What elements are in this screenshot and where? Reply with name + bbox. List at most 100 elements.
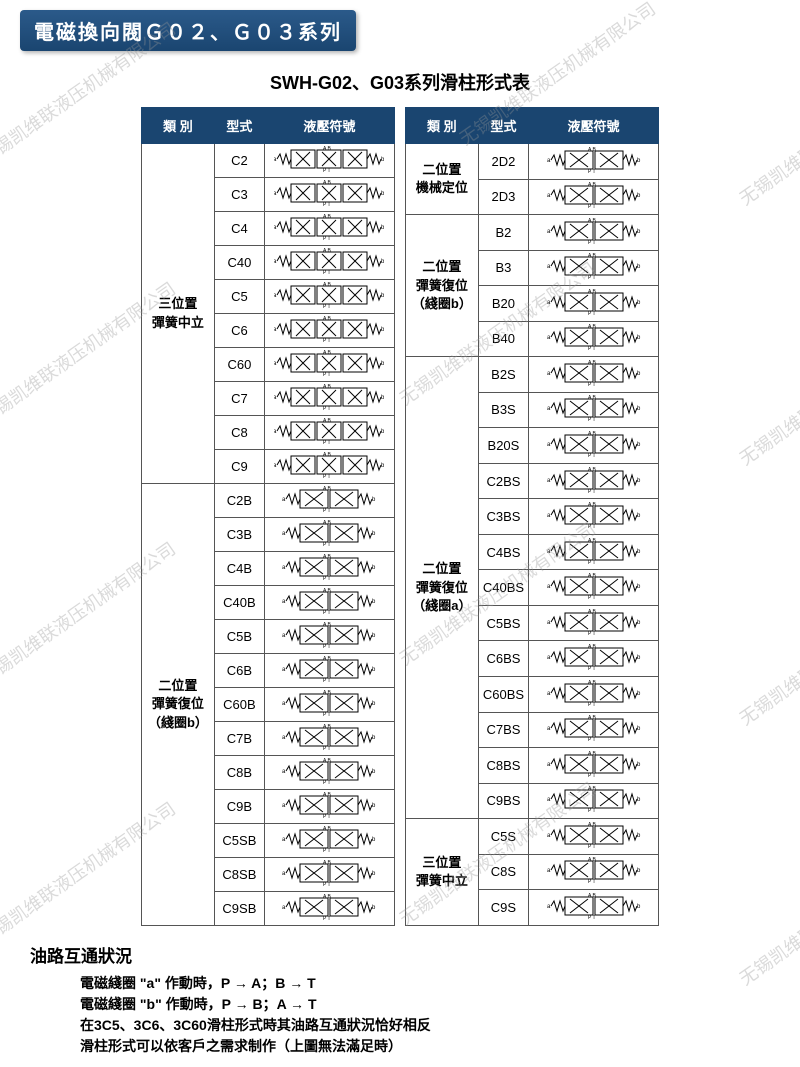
svg-text:A B: A B: [588, 822, 596, 828]
svg-text:P T: P T: [588, 346, 596, 350]
svg-text:a: a: [547, 371, 551, 377]
model-cell: C40BS: [478, 570, 528, 606]
symbol-cell: A BP Tab: [264, 552, 394, 586]
svg-text:a: a: [282, 531, 286, 537]
model-cell: C5S: [478, 819, 528, 855]
svg-text:A B: A B: [588, 324, 596, 330]
svg-text:a: a: [547, 406, 551, 412]
svg-text:P T: P T: [588, 169, 596, 173]
symbol-cell: A BP Tab: [264, 280, 394, 314]
svg-text:P T: P T: [323, 338, 331, 342]
symbol-cell: A BP Tab: [529, 890, 659, 926]
symbol-cell: A BP Tab: [264, 892, 394, 926]
svg-text:b: b: [381, 395, 384, 401]
svg-text:b: b: [637, 655, 641, 661]
svg-text:b: b: [372, 565, 376, 571]
symbol-cell: A BP Tab: [529, 144, 659, 180]
svg-text:b: b: [372, 599, 376, 605]
svg-text:b: b: [372, 633, 376, 639]
svg-text:P T: P T: [323, 508, 331, 512]
svg-text:b: b: [637, 833, 641, 839]
symbol-cell: A BP Tab: [529, 357, 659, 393]
col-header: 液壓符號: [529, 108, 659, 144]
model-cell: B40: [478, 321, 528, 357]
svg-text:P T: P T: [323, 610, 331, 614]
svg-text:A B: A B: [323, 384, 331, 390]
model-cell: C4B: [214, 552, 264, 586]
svg-text:A B: A B: [323, 724, 331, 730]
model-cell: C9B: [214, 790, 264, 824]
svg-text:a: a: [547, 620, 551, 626]
model-cell: C8SB: [214, 858, 264, 892]
svg-text:P T: P T: [588, 560, 596, 564]
symbol-cell: A BP Tab: [264, 722, 394, 756]
svg-text:P T: P T: [323, 168, 331, 172]
model-cell: C6B: [214, 654, 264, 688]
col-header: 液壓符號: [264, 108, 394, 144]
svg-text:A B: A B: [323, 486, 331, 492]
svg-text:b: b: [381, 191, 384, 197]
symbol-cell: A BP Tab: [529, 463, 659, 499]
model-cell: B2: [478, 215, 528, 251]
subtitle: SWH-G02、G03系列滑柱形式表: [20, 69, 780, 95]
svg-text:b: b: [381, 259, 384, 265]
svg-text:A B: A B: [323, 214, 331, 220]
svg-text:a: a: [274, 293, 277, 299]
section-title: 油路互通狀況: [30, 942, 780, 967]
model-cell: C9SB: [214, 892, 264, 926]
model-cell: C2BS: [478, 463, 528, 499]
svg-text:P T: P T: [588, 666, 596, 670]
model-cell: C7BS: [478, 712, 528, 748]
svg-text:b: b: [637, 513, 641, 519]
category-cell: 三位置彈簧中立: [141, 144, 214, 484]
svg-text:b: b: [372, 497, 376, 503]
svg-text:a: a: [547, 868, 551, 874]
svg-text:b: b: [372, 769, 376, 775]
category-cell: 二位置彈簧復位（綫圈a）: [405, 357, 478, 819]
svg-text:b: b: [381, 463, 384, 469]
symbol-cell: A BP Tab: [529, 712, 659, 748]
svg-text:b: b: [372, 871, 376, 877]
table-row: 三位置彈簧中立C2A BP Tab: [141, 144, 394, 178]
svg-text:A B: A B: [588, 218, 596, 224]
model-cell: C5SB: [214, 824, 264, 858]
model-cell: B20S: [478, 428, 528, 464]
symbol-cell: A BP Tab: [264, 586, 394, 620]
svg-text:P T: P T: [588, 311, 596, 315]
svg-text:b: b: [381, 293, 384, 299]
svg-text:A B: A B: [588, 253, 596, 259]
model-cell: C5BS: [478, 605, 528, 641]
svg-text:A B: A B: [588, 467, 596, 473]
svg-text:P T: P T: [323, 576, 331, 580]
model-cell: C60: [214, 348, 264, 382]
symbol-cell: A BP Tab: [529, 321, 659, 357]
svg-text:P T: P T: [323, 848, 331, 852]
svg-text:A B: A B: [323, 894, 331, 900]
notes-block: 電磁綫圈 "a" 作動時，P → A；B → T電磁綫圈 "b" 作動時，P →…: [80, 973, 780, 1057]
svg-text:a: a: [274, 157, 277, 163]
svg-text:A B: A B: [588, 609, 596, 615]
symbol-cell: A BP Tab: [264, 688, 394, 722]
svg-text:P T: P T: [588, 808, 596, 812]
svg-text:A B: A B: [323, 520, 331, 526]
svg-text:P T: P T: [588, 453, 596, 457]
svg-text:A B: A B: [323, 690, 331, 696]
svg-text:a: a: [274, 361, 277, 367]
symbol-cell: A BP Tab: [264, 824, 394, 858]
svg-text:b: b: [372, 735, 376, 741]
svg-text:b: b: [381, 429, 384, 435]
symbol-cell: A BP Tab: [529, 392, 659, 428]
model-cell: C9S: [478, 890, 528, 926]
model-cell: C4: [214, 212, 264, 246]
svg-text:P T: P T: [588, 702, 596, 706]
symbol-cell: A BP Tab: [264, 518, 394, 552]
svg-text:P T: P T: [323, 440, 331, 444]
svg-text:P T: P T: [588, 417, 596, 421]
svg-text:a: a: [547, 264, 551, 270]
category-cell: 三位置彈簧中立: [405, 819, 478, 926]
svg-text:P T: P T: [323, 202, 331, 206]
model-cell: B2S: [478, 357, 528, 393]
svg-text:A B: A B: [588, 182, 596, 188]
symbol-cell: A BP Tab: [529, 748, 659, 784]
svg-text:b: b: [637, 549, 641, 555]
